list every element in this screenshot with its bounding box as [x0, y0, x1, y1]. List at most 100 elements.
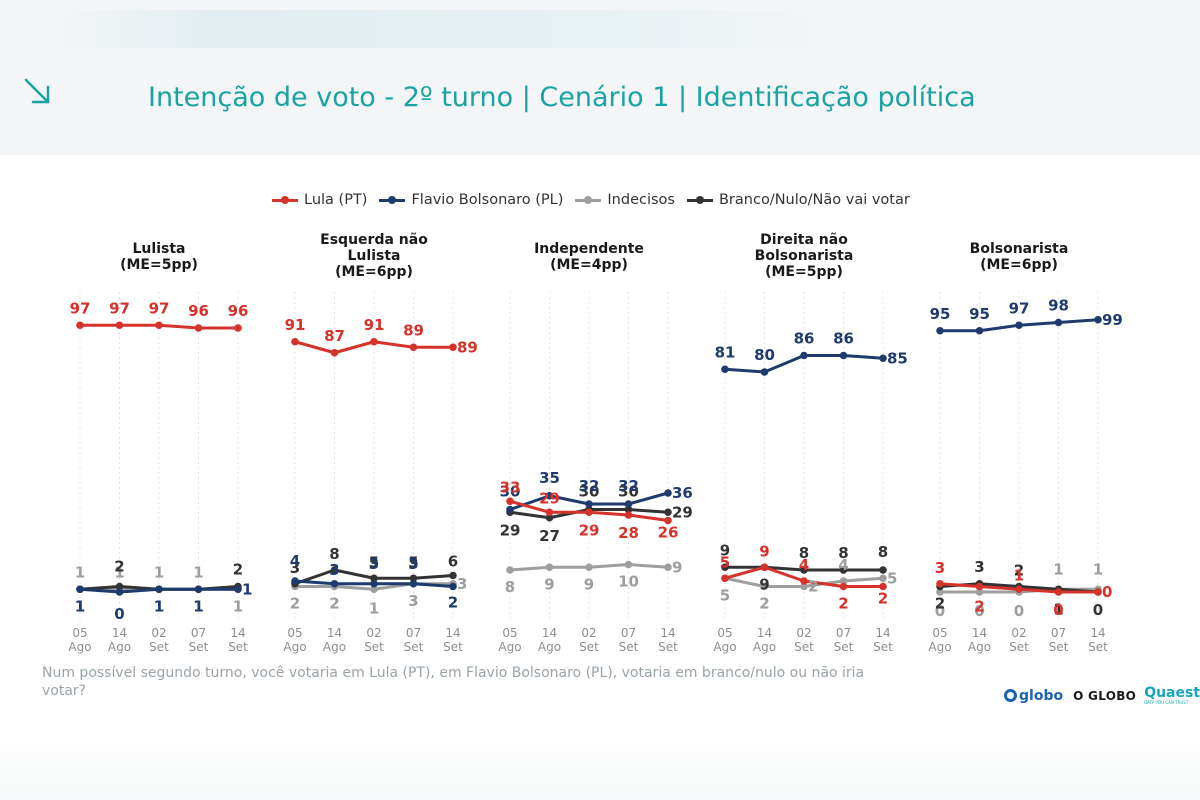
data-label-branco-nulo: 2 [1014, 562, 1024, 580]
data-point-branco-nulo [545, 513, 554, 522]
data-label-indecisos: 1 [1093, 560, 1103, 578]
data-point-flavio [879, 354, 887, 363]
panel-title-line: (ME=6pp) [980, 257, 1058, 273]
logos: globo O GLOBO Quaest DATA YOU CAN TRUST [1004, 686, 1200, 705]
x-tick-label: Set [404, 640, 424, 654]
data-point-indecisos [760, 582, 769, 591]
data-label-lula: 97 [149, 299, 170, 317]
data-point-flavio [624, 500, 633, 508]
data-label-branco-nulo: 3 [290, 559, 300, 577]
x-tick-label: 07 [621, 626, 636, 640]
data-point-lula [624, 511, 633, 519]
data-point-branco-nulo [721, 563, 729, 572]
x-tick-label: Set [364, 640, 384, 654]
legend-item-indecisos: Indecisos [575, 192, 675, 208]
data-point-lula [234, 324, 242, 332]
data-label-indecisos: 2 [759, 595, 769, 613]
data-label-indecisos: 1 [154, 563, 164, 581]
x-tick-label: 02 [1011, 626, 1026, 640]
data-point-indecisos [506, 566, 514, 574]
legend-swatch-lula [272, 195, 298, 205]
legend-item-branco-nulo: Branco/Nulo/Não vai votar [686, 192, 910, 208]
x-tick-label: 07 [191, 626, 206, 640]
data-label-indecisos: 9 [672, 558, 682, 576]
data-point-flavio [291, 577, 299, 585]
data-point-flavio [1015, 321, 1023, 330]
data-point-flavio [975, 326, 984, 335]
x-tick-label: Ago [323, 640, 346, 654]
data-point-lula [839, 582, 848, 591]
panel-title-line: Lulista [133, 241, 186, 257]
data-point-flavio [330, 579, 339, 588]
x-tick-label: 14 [112, 626, 127, 640]
panel-title-line: (ME=4pp) [550, 257, 628, 273]
data-label-branco-nulo: 8 [329, 545, 339, 563]
data-label-lula: 0 [1053, 601, 1063, 619]
data-label-lula: 33 [500, 478, 521, 496]
quaest-logo-text: Quaest [1144, 685, 1200, 701]
data-label-branco-nulo: 2 [935, 595, 945, 613]
data-label-branco-nulo: 30 [618, 483, 639, 501]
x-tick-label: Set [658, 640, 678, 654]
data-label-flavio: 86 [833, 330, 854, 348]
x-tick-label: 07 [836, 626, 851, 640]
panel-title-line: Direita não [760, 232, 848, 248]
data-point-flavio [115, 588, 124, 596]
data-label-flavio: 99 [1102, 311, 1123, 329]
data-point-indecisos [585, 563, 593, 572]
data-point-lula [1054, 588, 1063, 596]
data-point-lula [194, 324, 203, 332]
x-tick-label: Ago [538, 640, 561, 654]
data-label-flavio: 3 [369, 555, 379, 573]
x-tick-label: 02 [151, 626, 166, 640]
data-label-branco-nulo: 2 [114, 558, 124, 576]
data-point-flavio [585, 500, 593, 508]
data-point-flavio [545, 491, 554, 500]
x-tick-label: Set [579, 640, 599, 654]
data-point-lula [330, 348, 339, 357]
data-point-lula [879, 582, 887, 591]
data-point-lula [664, 516, 672, 525]
footer-band [0, 728, 1200, 800]
data-point-branco-nulo [449, 571, 457, 580]
data-label-branco-nulo: 5 [369, 553, 379, 571]
data-label-lula: 2 [878, 590, 888, 608]
data-label-lula: 28 [618, 524, 639, 542]
chart-legend: Lula (PT) Flavio Bolsonaro (PL) Indeciso… [272, 192, 922, 208]
data-label-flavio: 1 [193, 597, 203, 615]
x-tick-label: Set [189, 640, 209, 654]
data-point-flavio [506, 505, 514, 514]
chart-panel-4: Direita nãoBolsonarista(ME=5pp)05Ago14Ag… [713, 232, 907, 654]
data-label-branco-nulo: 1 [75, 597, 85, 615]
chart-panel-5: Bolsonarista(ME=6pp)05Ago14Ago02Set07Set… [928, 241, 1122, 654]
data-point-lula [155, 321, 163, 330]
data-label-lula: 97 [70, 299, 91, 317]
data-label-indecisos: 5 [720, 586, 730, 604]
chart-panel-1: Lulista(ME=5pp)05Ago14Ago02Set07Set14Set… [68, 241, 252, 654]
data-point-flavio [194, 585, 203, 594]
x-tick-label: Set [834, 640, 854, 654]
data-label-indecisos: 1 [1053, 560, 1063, 578]
data-label-flavio: 1 [242, 580, 252, 598]
data-point-indecisos [370, 585, 378, 594]
data-point-indecisos [975, 588, 984, 596]
data-point-branco-nulo [115, 582, 124, 591]
data-label-indecisos: 3 [408, 592, 418, 610]
data-point-flavio [664, 489, 672, 497]
legend-label-lula: Lula (PT) [304, 192, 368, 208]
data-label-indecisos: 2 [808, 578, 818, 596]
data-label-lula: 29 [579, 521, 600, 539]
data-label-lula: 29 [539, 489, 560, 507]
survey-question: Num possível segundo turno, você votaria… [42, 665, 865, 699]
data-label-indecisos: 4 [838, 556, 848, 574]
data-point-flavio [1054, 318, 1063, 327]
data-point-lula [545, 508, 554, 517]
data-label-flavio: 32 [618, 477, 639, 495]
data-point-lula [506, 497, 514, 506]
data-point-flavio [234, 585, 242, 594]
data-label-branco-nulo: 2 [233, 561, 243, 579]
data-point-flavio [800, 351, 808, 360]
legend-swatch-flavio [379, 195, 406, 205]
data-label-flavio: 3 [408, 555, 418, 573]
x-tick-label: Set [149, 640, 169, 654]
